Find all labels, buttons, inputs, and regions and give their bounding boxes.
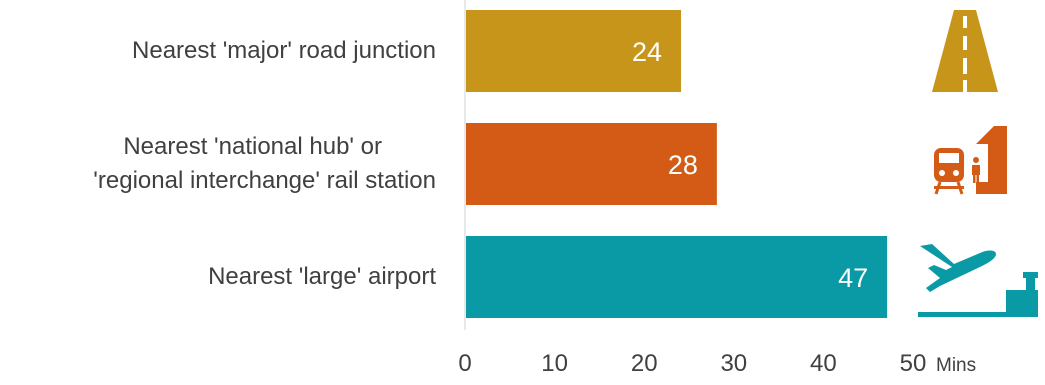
bar-layer: 24 28 47 <box>466 10 888 318</box>
data-label-2: 47 <box>838 263 868 293</box>
x-tick-label-1: 10 <box>541 350 568 377</box>
x-tick-label-5: 50 <box>900 350 927 377</box>
bar-1 <box>466 123 717 205</box>
airport-icon <box>918 244 1038 317</box>
train-station-icon <box>934 126 1007 195</box>
bar-0 <box>466 10 682 92</box>
data-label-0: 24 <box>632 37 662 67</box>
x-axis-unit-label: Mins <box>936 355 976 376</box>
category-label-0: Nearest 'major' road junction <box>132 34 436 68</box>
x-tick-label-0: 0 <box>458 350 471 377</box>
x-tick-label-4: 40 <box>810 350 837 377</box>
category-label-line: Nearest 'national hub' or <box>123 133 382 160</box>
category-label-2: Nearest 'large' airport <box>208 260 436 294</box>
category-label-1: Nearest 'national hub' or 'regional inter… <box>93 130 436 198</box>
category-label-line: Nearest 'major' road junction <box>132 37 436 64</box>
x-tick-label-2: 20 <box>631 350 658 377</box>
bar-2 <box>466 236 888 318</box>
data-label-1: 28 <box>668 150 698 180</box>
road-icon <box>932 10 998 92</box>
category-label-line: 'regional interchange' rail station <box>93 167 436 194</box>
tick-label-layer: 0 10 20 30 40 50 Mins <box>458 350 976 377</box>
category-label-line: Nearest 'large' airport <box>208 263 436 290</box>
x-tick-label-3: 30 <box>720 350 747 377</box>
